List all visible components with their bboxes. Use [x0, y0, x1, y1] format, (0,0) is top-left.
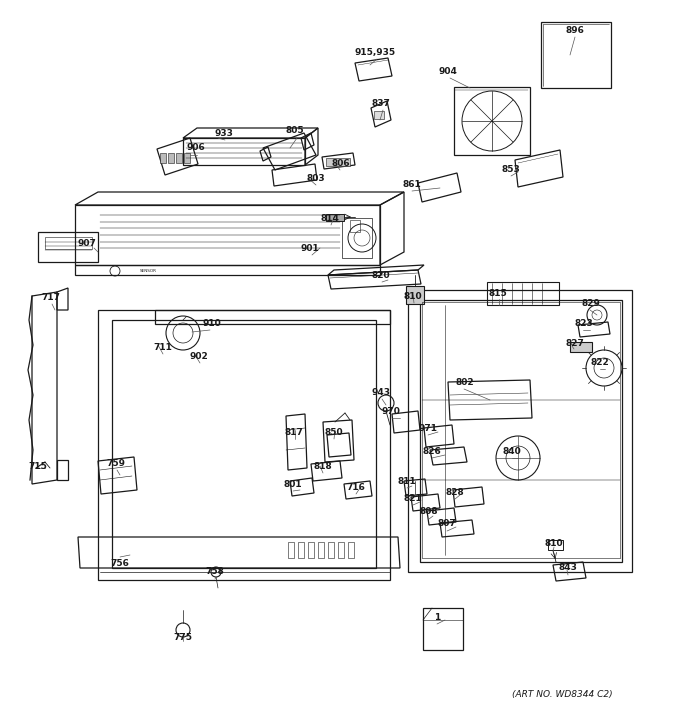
- Text: 803: 803: [307, 173, 325, 183]
- Bar: [288, 542, 294, 558]
- Text: 837: 837: [371, 99, 390, 107]
- Bar: [176, 153, 182, 163]
- Text: 808: 808: [420, 507, 439, 516]
- Text: 814: 814: [320, 213, 339, 223]
- Text: 811: 811: [398, 476, 416, 486]
- Bar: [350, 220, 360, 232]
- Bar: [342, 218, 372, 258]
- Text: 715: 715: [29, 462, 48, 471]
- Bar: [168, 153, 174, 163]
- Text: 971: 971: [418, 423, 437, 433]
- Bar: [374, 111, 384, 119]
- Text: 810: 810: [545, 539, 563, 549]
- Text: 716: 716: [347, 483, 365, 492]
- Text: 717: 717: [41, 292, 61, 302]
- Text: SENSOR: SENSOR: [140, 269, 157, 273]
- Text: 821: 821: [404, 494, 422, 502]
- Text: 822: 822: [591, 357, 609, 367]
- Text: 906: 906: [186, 143, 205, 152]
- Bar: [348, 542, 354, 558]
- Text: 853: 853: [502, 165, 520, 173]
- Text: 805: 805: [286, 125, 305, 135]
- Text: 802: 802: [456, 378, 475, 386]
- Text: 915,935: 915,935: [354, 48, 396, 57]
- Text: 810: 810: [404, 291, 422, 300]
- Text: 818: 818: [313, 462, 333, 471]
- Bar: [184, 153, 190, 163]
- Text: 758: 758: [205, 568, 224, 576]
- Bar: [308, 542, 314, 558]
- Bar: [406, 286, 424, 304]
- Text: 843: 843: [558, 563, 577, 573]
- Bar: [160, 153, 166, 163]
- Text: 829: 829: [581, 299, 600, 307]
- Text: 827: 827: [566, 339, 584, 347]
- Text: 806: 806: [332, 159, 350, 167]
- Text: 943: 943: [371, 387, 390, 397]
- Text: 828: 828: [445, 487, 464, 497]
- Text: 756: 756: [111, 558, 129, 568]
- Text: 820: 820: [372, 270, 390, 280]
- Bar: [298, 542, 304, 558]
- Bar: [326, 158, 350, 166]
- Text: 775: 775: [173, 634, 192, 642]
- Text: 759: 759: [107, 458, 126, 468]
- Text: 901: 901: [301, 244, 320, 252]
- Bar: [570, 342, 592, 352]
- Text: 801: 801: [284, 479, 303, 489]
- Bar: [318, 542, 324, 558]
- Text: 910: 910: [203, 318, 222, 328]
- Bar: [487, 282, 559, 305]
- Text: 970: 970: [381, 407, 401, 415]
- Text: 817: 817: [284, 428, 303, 436]
- Text: 1: 1: [434, 613, 440, 621]
- Bar: [326, 214, 344, 221]
- Text: 933: 933: [215, 128, 233, 138]
- Text: 896: 896: [566, 25, 584, 35]
- Text: 815: 815: [489, 289, 507, 297]
- Text: 823: 823: [575, 318, 594, 328]
- Text: 904: 904: [439, 67, 458, 75]
- Text: 850: 850: [324, 428, 343, 436]
- Bar: [328, 542, 334, 558]
- Bar: [338, 542, 344, 558]
- Text: 711: 711: [154, 342, 173, 352]
- Text: 907: 907: [78, 239, 97, 247]
- Text: (ART NO. WD8344 C2): (ART NO. WD8344 C2): [511, 690, 612, 700]
- Text: 840: 840: [503, 447, 522, 455]
- Text: 902: 902: [190, 352, 208, 360]
- Bar: [548, 540, 563, 550]
- Text: 826: 826: [423, 447, 441, 455]
- Bar: [45, 237, 92, 249]
- Text: 807: 807: [438, 520, 456, 529]
- Text: 861: 861: [403, 180, 422, 189]
